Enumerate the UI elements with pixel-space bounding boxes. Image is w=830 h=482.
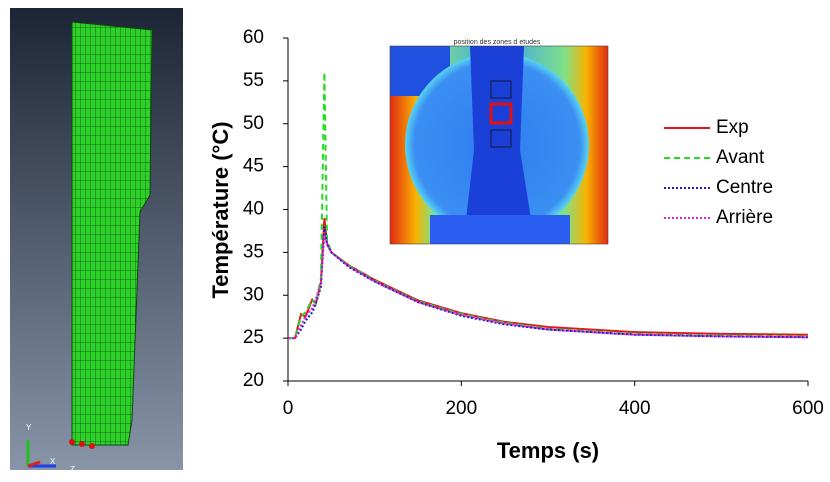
- triad-label: Y: [26, 423, 32, 432]
- legend-label: Avant: [716, 147, 765, 168]
- legend-label: Exp: [716, 117, 749, 138]
- y-tick-label: 50: [243, 113, 264, 134]
- axis-triad: Y X Z: [26, 423, 75, 474]
- triad-label: X: [50, 457, 56, 466]
- x-tick-label: 400: [619, 398, 651, 419]
- y-axis-label: Température (°C): [208, 121, 233, 298]
- legend-label: Arrière: [716, 207, 773, 228]
- legend-label: Centre: [716, 177, 773, 198]
- x-tick-label: 200: [445, 398, 477, 419]
- chart: Température (°C) Temps (s): [208, 121, 599, 462]
- x-axis-label: Temps (s): [497, 438, 599, 463]
- line-series: [288, 226, 809, 340]
- y-tick-label: 20: [243, 370, 264, 391]
- y-tick-label: 60: [243, 27, 264, 48]
- y-tick-label: 45: [243, 156, 264, 177]
- y-tick-label: 30: [243, 284, 264, 305]
- triad-label: Z: [70, 465, 75, 474]
- inset-title: position des zones d etudes: [454, 39, 541, 46]
- line-series: [288, 234, 809, 340]
- boundary-dots: [69, 439, 95, 449]
- x-tick-label: 600: [792, 398, 824, 419]
- y-tick-label: 40: [243, 199, 264, 220]
- y-tick-label: 35: [243, 241, 264, 262]
- x-tick-label: 0: [283, 398, 294, 419]
- y-tick-label: 55: [243, 70, 264, 91]
- y-tick-label: 25: [243, 327, 264, 348]
- inset-image: position des zones d etudes: [383, 36, 613, 250]
